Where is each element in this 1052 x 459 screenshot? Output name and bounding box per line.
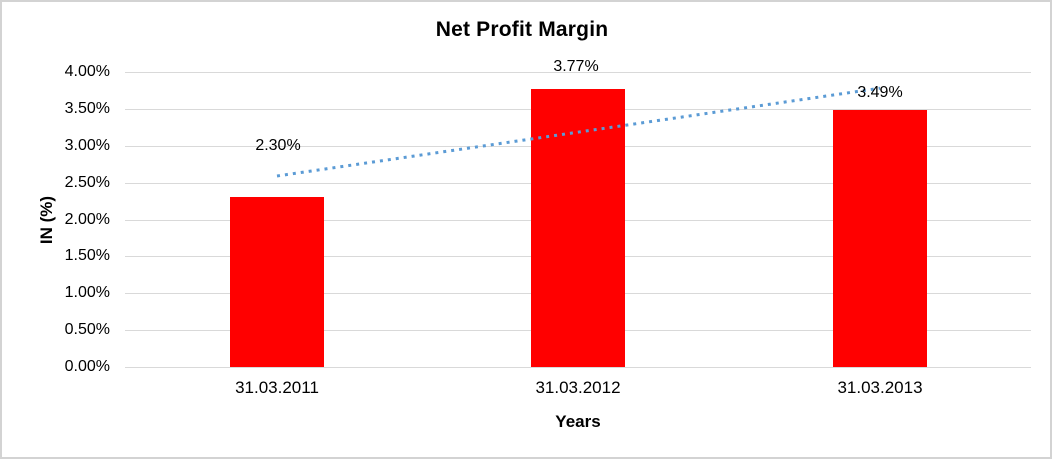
y-tick-label: 2.50% [64,173,110,191]
gridline [125,72,1031,73]
y-tick-label: 0.50% [64,321,110,339]
y-tick-label: 1.50% [64,247,110,265]
x-tick-label: 31.03.2011 [235,378,319,397]
x-axis-title: Years [555,412,601,431]
y-tick-label: 0.00% [64,358,110,375]
y-tick-label: 1.00% [64,284,110,302]
y-tick-label: 4.00% [64,63,110,80]
bar-value-label: 3.49% [857,84,903,101]
bar-value-label: 2.30% [255,137,301,154]
y-tick-label: 3.00% [64,136,110,154]
y-axis-tick-labels: 4.00% 3.50% 3.00% 2.50% 2.00% 1.50% 1.00… [2,63,110,375]
y-tick-label: 2.00% [64,210,110,228]
bar-2012 [531,88,625,367]
x-tick-label: 31.03.2013 [837,378,923,397]
bar-2011 [230,197,324,367]
y-tick-label: 3.50% [64,99,110,117]
chart-title: Net Profit Margin [435,18,609,41]
plot-area [125,72,1031,368]
bar-value-label: 3.77% [553,58,599,75]
bar-2013 [833,109,927,367]
x-tick-label: 31.03.2012 [535,378,621,397]
gridline [125,367,1031,368]
